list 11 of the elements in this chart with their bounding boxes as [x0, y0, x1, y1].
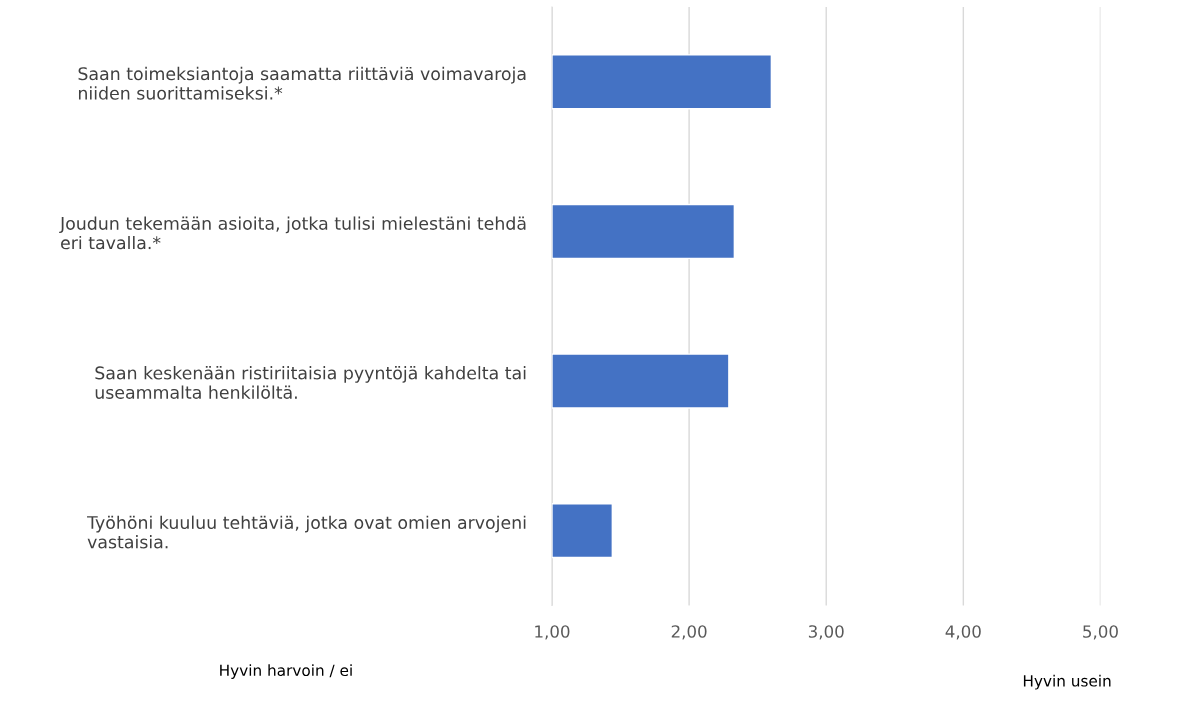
x-tick-label: 3,00	[808, 625, 844, 640]
x-tick-label: 4,00	[945, 625, 981, 640]
x-tick-label: 5,00	[1083, 625, 1118, 640]
y-tick-label: Saan toimeksiantoja saamatta riittäviä voimavaroja niiden suorittamiseksi.*	[78, 66, 526, 100]
text: Hyvin usein	[1023, 674, 1111, 690]
y-tick-label: Saan keskenään ristiriitaisia pyyntöjä kahdelta tai useammalta henkilöltä.	[95, 366, 526, 399]
x-tick-label: 2,00	[671, 625, 707, 640]
y-tick-label: Työhöni kuuluu tehtäviä, jotka ovat omien arvojeni vastaisia.	[87, 515, 526, 549]
y-tick-label: Joudun tekemään asioita, jotka tulisi mielestäni tehdä eri tavalla.*	[59, 216, 526, 250]
text: Hyvin harvoin / ei	[220, 664, 352, 680]
x-tick-label: 1,00	[535, 625, 570, 640]
